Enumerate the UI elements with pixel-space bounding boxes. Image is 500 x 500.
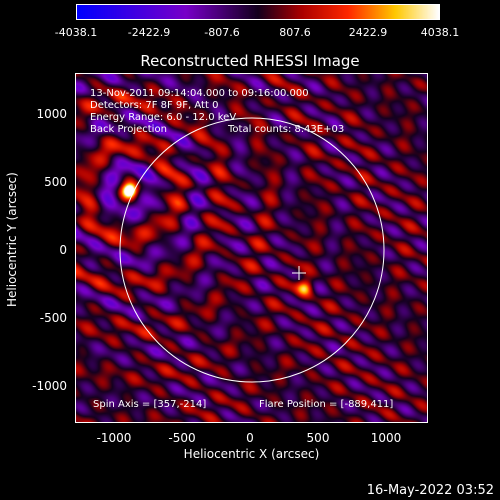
total-counts-text: Total counts: 8.43E+03: [228, 124, 345, 135]
detectors-text: Detectors: 7F 8F 9F, Att 0: [90, 100, 219, 111]
colorbar-tick: -4038.1: [54, 26, 98, 39]
image-title: Reconstructed RHESSI Image: [140, 52, 360, 70]
spin-axis-crosshair: [292, 266, 306, 280]
method-text: Back Projection: [90, 124, 167, 135]
colorbar-tick: 807.6: [279, 26, 311, 39]
x-tick: 500: [306, 431, 330, 445]
x-tick: -500: [168, 431, 196, 445]
y-axis-label: Heliocentric Y (arcsec): [5, 172, 19, 307]
x-axis-label: Heliocentric X (arcsec): [183, 447, 320, 461]
y-tick: -500: [39, 311, 67, 325]
y-tick: 500: [44, 175, 67, 189]
x-tick: 0: [246, 431, 254, 445]
rhessi-image: 13-Nov-2011 09:14:04.000 to 09:16:00.000…: [75, 73, 428, 423]
intensity-map: [76, 74, 427, 422]
timestamp: 16-May-2022 03:52: [366, 483, 494, 498]
y-tick: 0: [59, 243, 67, 257]
y-tick: -1000: [32, 379, 67, 393]
colorbar-tick: 4038.1: [420, 26, 460, 39]
y-tick: 1000: [36, 107, 67, 121]
x-tick: 1000: [370, 431, 402, 445]
x-tick: -1000: [96, 431, 132, 445]
time-range-text: 13-Nov-2011 09:14:04.000 to 09:16:00.000: [90, 88, 309, 99]
spin-axis-text: Spin Axis = [357,-214]: [93, 399, 207, 410]
colorbar: [76, 4, 440, 20]
colorbar-tick: -807.6: [204, 26, 240, 39]
colorbar-tick: -2422.9: [127, 26, 171, 39]
flare-position-text: Flare Position = [-889,411]: [259, 399, 394, 410]
overlay: [119, 117, 385, 383]
solar-limb: [119, 117, 385, 383]
colorbar-tick: 2422.9: [348, 26, 388, 39]
energy-range-text: Energy Range: 6.0 - 12.0 keV: [90, 112, 237, 123]
